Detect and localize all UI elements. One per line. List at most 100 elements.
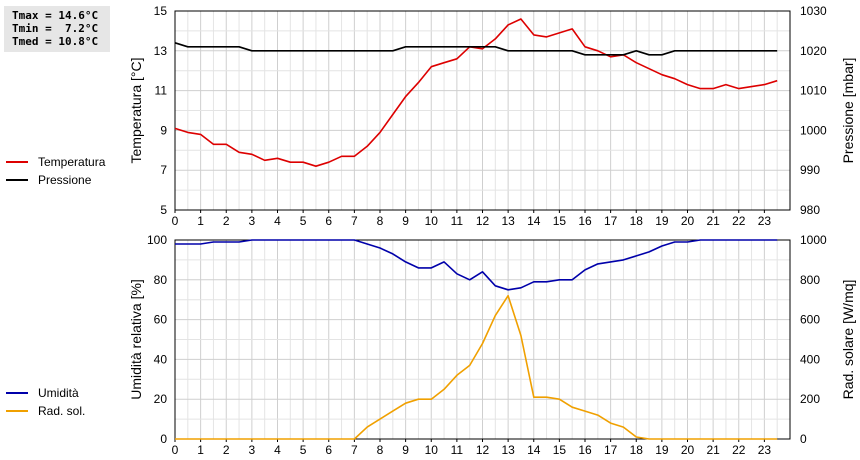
x-tick-label: 14 <box>527 443 541 457</box>
y-tick-label-right: 1000 <box>800 123 827 137</box>
y-tick-label-left: 15 <box>154 4 168 18</box>
y-tick-label-left: 80 <box>154 273 168 287</box>
y-tick-label-right: 400 <box>800 352 820 366</box>
x-tick-label: 7 <box>351 443 358 457</box>
y-tick-label-left: 60 <box>154 313 168 327</box>
legend-label: Pressione <box>38 173 92 187</box>
x-tick-label: 20 <box>681 214 695 228</box>
x-tick-label: 7 <box>351 214 358 228</box>
y-tick-label-right: 800 <box>800 273 820 287</box>
x-tick-label: 16 <box>578 214 592 228</box>
x-tick-label: 3 <box>249 214 256 228</box>
x-tick-label: 1 <box>197 443 204 457</box>
x-tick-label: 5 <box>300 443 307 457</box>
x-tick-label: 12 <box>476 443 490 457</box>
y-tick-label-left: 40 <box>154 352 168 366</box>
x-tick-label: 22 <box>732 443 746 457</box>
y-tick-label-left: 9 <box>160 123 167 137</box>
legend-swatch <box>6 161 28 163</box>
x-tick-label: 5 <box>300 214 307 228</box>
x-tick-label: 19 <box>655 443 669 457</box>
tmax-text: Tmax = 14.6°C <box>12 9 99 22</box>
x-tick-label: 1 <box>197 214 204 228</box>
legend-label: Rad. sol. <box>38 404 86 418</box>
y-tick-label-left: 7 <box>160 163 167 177</box>
x-tick-label: 17 <box>604 214 618 228</box>
x-tick-label: 15 <box>553 214 567 228</box>
x-tick-label: 20 <box>681 443 695 457</box>
x-tick-label: 2 <box>223 443 230 457</box>
x-tick-label: 6 <box>325 443 332 457</box>
legend-item-umidita: Umidità <box>6 384 85 402</box>
y-tick-label-right: 1010 <box>800 84 827 98</box>
y-tick-label-left: 0 <box>160 432 167 446</box>
series-line-pressione <box>174 42 778 56</box>
x-tick-label: 21 <box>706 214 720 228</box>
series-line-rad-sol <box>175 294 778 440</box>
x-tick-label: 13 <box>501 443 515 457</box>
x-tick-label: 16 <box>578 443 592 457</box>
legend-swatch <box>6 410 28 412</box>
y-tick-label-right: 200 <box>800 392 820 406</box>
legend-swatch <box>6 392 28 394</box>
legend-top: Temperatura Pressione <box>6 153 105 189</box>
legend-label: Umidità <box>38 386 79 400</box>
x-tick-label: 14 <box>527 214 541 228</box>
x-tick-label: 11 <box>451 214 464 228</box>
series-line-umidit <box>175 239 778 291</box>
x-tick-label: 22 <box>732 214 746 228</box>
y-tick-label-left: 5 <box>160 203 167 217</box>
x-tick-label: 13 <box>501 214 515 228</box>
stats-box: Tmax = 14.6°C Tmin = 7.2°C Tmed = 10.8°C <box>4 6 110 52</box>
series-line-temperatura <box>174 18 778 167</box>
x-tick-label: 10 <box>425 214 439 228</box>
x-tick-label: 17 <box>604 443 618 457</box>
x-tick-label: 12 <box>476 214 490 228</box>
y-axis-label-left: Umidità relativa [%] <box>128 279 144 400</box>
y-tick-label-right: 1020 <box>800 44 827 58</box>
x-tick-label: 8 <box>377 443 384 457</box>
top-chart: 0 1 2 3 4 5 6 7 8 9 10 11 12 13 14 15 16 17 18 19 20 21 22 2357… <box>128 4 856 228</box>
x-tick-label: 19 <box>655 214 669 228</box>
x-tick-label: 18 <box>630 214 644 228</box>
y-tick-label-left: 11 <box>155 84 168 98</box>
legend-label: Temperatura <box>38 155 106 169</box>
x-tick-label: 9 <box>402 214 409 228</box>
x-tick-label: 23 <box>758 214 772 228</box>
y-tick-label-left: 13 <box>154 44 168 58</box>
y-tick-label-left: 100 <box>147 233 167 247</box>
legend-item-temperatura: Temperatura <box>6 153 105 171</box>
x-tick-label: 6 <box>325 214 332 228</box>
x-tick-label: 23 <box>758 443 772 457</box>
y-tick-label-right: 980 <box>800 203 820 217</box>
y-axis-label-right: Pressione [mbar] <box>840 58 856 164</box>
y-tick-label-right: 0 <box>800 432 807 446</box>
y-tick-label-left: 20 <box>154 392 168 406</box>
x-tick-label: 21 <box>706 443 720 457</box>
x-tick-label: 4 <box>274 443 281 457</box>
x-tick-label: 18 <box>630 443 644 457</box>
legend-swatch <box>6 179 28 181</box>
x-tick-label: 10 <box>425 443 439 457</box>
x-tick-label: 4 <box>274 214 281 228</box>
x-tick-label: 8 <box>377 214 384 228</box>
legend-bottom: Umidità Rad. sol. <box>6 384 85 420</box>
legend-item-rad-sol: Rad. sol. <box>6 402 85 420</box>
tmin-text: Tmin = 7.2°C <box>12 22 99 35</box>
x-tick-label: 9 <box>402 443 409 457</box>
y-tick-label-right: 600 <box>800 313 820 327</box>
legend-item-pressione: Pressione <box>6 171 105 189</box>
x-tick-label: 0 <box>172 443 179 457</box>
x-tick-label: 3 <box>249 443 256 457</box>
x-tick-label: 15 <box>553 443 567 457</box>
x-tick-label: 11 <box>451 443 464 457</box>
bottom-chart: 0 1 2 3 4 5 6 7 8 9 10 11 12 13 14 15 16 17 18 19 20 21 22 2302… <box>128 233 856 457</box>
y-tick-label-right: 990 <box>800 163 820 177</box>
y-tick-label-right: 1030 <box>800 4 827 18</box>
x-tick-label: 0 <box>172 214 179 228</box>
x-tick-label: 2 <box>223 214 230 228</box>
y-axis-label-right: Rad. solare [W/mq] <box>840 280 856 400</box>
y-axis-label-left: Temperatura [°C] <box>128 58 144 164</box>
y-tick-label-right: 1000 <box>800 233 827 247</box>
